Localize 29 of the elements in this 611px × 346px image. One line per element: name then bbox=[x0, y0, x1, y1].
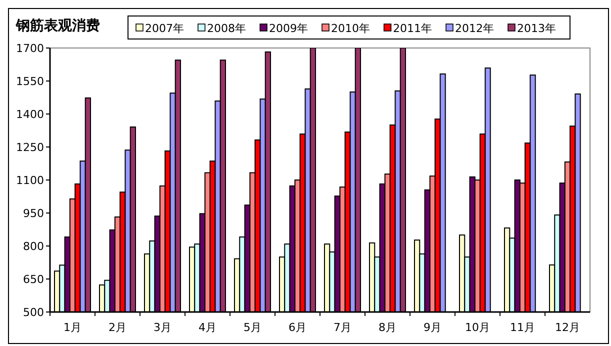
y-tick-label: 950 bbox=[23, 207, 44, 220]
legend-label: 2013年 bbox=[517, 22, 556, 35]
legend-label: 2007年 bbox=[145, 22, 184, 35]
legend-label: 2011年 bbox=[393, 22, 432, 35]
y-tick-label: 1100 bbox=[16, 174, 44, 187]
x-tick-label: 4月 bbox=[198, 321, 216, 334]
x-tick-label: 8月 bbox=[378, 321, 396, 334]
legend-label: 2010年 bbox=[331, 22, 370, 35]
legend-label: 2009年 bbox=[269, 22, 308, 35]
legend-label: 2008年 bbox=[207, 22, 246, 35]
x-tick-label: 9月 bbox=[424, 321, 442, 334]
x-tick-label: 5月 bbox=[244, 321, 262, 334]
x-tick-label: 6月 bbox=[288, 321, 306, 334]
x-tick-label: 11月 bbox=[510, 321, 535, 334]
y-tick-label: 800 bbox=[23, 240, 44, 253]
x-tick-label: 10月 bbox=[465, 321, 490, 334]
y-tick-label: 1400 bbox=[16, 108, 44, 121]
legend-label: 2012年 bbox=[455, 22, 494, 35]
x-tick-label: 1月 bbox=[64, 321, 82, 334]
x-tick-label: 12月 bbox=[555, 321, 580, 334]
y-tick-label: 650 bbox=[23, 273, 44, 286]
x-tick-label: 2月 bbox=[108, 321, 126, 334]
x-tick-label: 7月 bbox=[334, 321, 352, 334]
y-tick-label: 1550 bbox=[16, 75, 44, 88]
x-tick-label: 3月 bbox=[154, 321, 172, 334]
chart-title: 钢筋表观消费 bbox=[15, 18, 100, 34]
y-tick-label: 1700 bbox=[16, 42, 44, 55]
y-tick-label: 1250 bbox=[16, 141, 44, 154]
y-tick-label: 500 bbox=[23, 306, 44, 319]
